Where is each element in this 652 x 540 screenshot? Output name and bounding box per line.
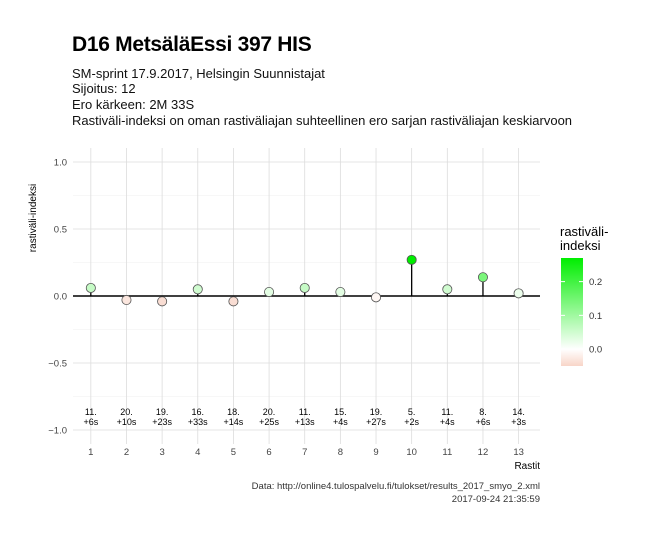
point-label-rank: 11.: [299, 407, 311, 417]
point-label-rank: 19.: [156, 407, 169, 417]
point-label-gap: +6s: [83, 417, 98, 427]
data-point: [406, 254, 417, 265]
legend-title-line-1: rastiväli-: [560, 224, 609, 239]
x-tick-label: 3: [159, 447, 164, 458]
legend-title: rastiväli- indeksi: [560, 225, 608, 253]
legend-title-line-2: indeksi: [560, 238, 601, 253]
point-label-gap: +6s: [476, 417, 491, 427]
point-label-rank: 11.: [85, 407, 97, 417]
y-tick-label: 1.0: [54, 158, 67, 169]
point-label-rank: 11.: [441, 407, 453, 417]
point-label-rank: 20.: [263, 407, 276, 417]
point-label-gap: +3s: [511, 417, 526, 427]
point-label-rank: 14.: [512, 407, 525, 417]
x-axis-label: Rastit: [514, 461, 540, 472]
point-label-gap: +27s: [366, 417, 386, 427]
data-point: [442, 284, 453, 295]
x-tick-label: 1: [88, 447, 93, 458]
data-point: [477, 272, 488, 283]
y-axis-ticks: 1.0 0.5 0.0 −0.5 −1.0: [48, 158, 67, 437]
point-labels: 11.+6s20.+10s19.+23s16.+33s18.+14s20.+25…: [83, 407, 526, 427]
x-axis-ticks: 1 2 3 4 5 6 7 8 9 10 11 12 13: [88, 447, 524, 458]
x-tick-label: 4: [195, 447, 200, 458]
chart-title: D16 MetsäläEssi 397 HIS: [72, 33, 312, 56]
x-tick-label: 12: [478, 447, 489, 458]
x-tick-label: 9: [373, 447, 378, 458]
subtitle-line-placing: Sijoitus: 12: [72, 81, 136, 96]
point-label-gap: +4s: [333, 417, 348, 427]
point-label-rank: 18.: [227, 407, 240, 417]
x-tick-label: 8: [338, 447, 343, 458]
colorbar-legend: 0.2 0.1 0.0: [561, 258, 602, 366]
x-tick-label: 11: [442, 447, 452, 458]
data-point: [371, 292, 382, 303]
data-point: [335, 286, 346, 297]
subtitle-line-gap: Ero kärkeen: 2M 33S: [72, 97, 195, 112]
point-label-gap: +33s: [188, 417, 208, 427]
x-tick-label: 5: [231, 447, 236, 458]
subtitle-line-race: SM-sprint 17.9.2017, Helsingin Suunnista…: [72, 66, 325, 81]
colorbar-tick-label: 0.0: [589, 345, 602, 356]
x-tick-label: 10: [406, 447, 417, 458]
colorbar: [561, 258, 583, 366]
y-tick-label: 0.5: [54, 225, 67, 236]
x-tick-label: 6: [266, 447, 271, 458]
point-label-rank: 15.: [334, 407, 347, 417]
subtitle-line-description: Rastiväli-indeksi on oman rastiväliajan …: [72, 113, 573, 128]
data-point: [85, 282, 96, 293]
data-point: [157, 296, 168, 307]
data-point: [264, 286, 275, 297]
point-label-rank: 16.: [192, 407, 205, 417]
y-axis-label: rastiväli-indeksi: [28, 183, 39, 253]
x-tick-label: 13: [513, 447, 524, 458]
data-point: [192, 284, 203, 295]
point-label-rank: 19.: [370, 407, 383, 417]
data-point: [299, 282, 310, 293]
colorbar-tick-label: 0.2: [589, 277, 602, 288]
data-point: [513, 288, 524, 299]
point-label-gap: +4s: [440, 417, 455, 427]
x-tick-label: 2: [124, 447, 129, 458]
point-label-gap: +2s: [404, 417, 419, 427]
data-source-caption: Data: http://online4.tulospalvelu.fi/tul…: [251, 481, 540, 492]
point-label-rank: 20.: [120, 407, 133, 417]
data-point: [228, 296, 239, 307]
point-label-rank: 8.: [479, 407, 487, 417]
point-label-gap: +13s: [295, 417, 315, 427]
point-label-gap: +10s: [117, 417, 137, 427]
colorbar-tick-label: 0.1: [589, 311, 602, 322]
x-tick-label: 7: [302, 447, 307, 458]
point-label-gap: +23s: [152, 417, 172, 427]
y-tick-label: −1.0: [48, 426, 67, 437]
data-point: [121, 295, 132, 306]
grid: [73, 148, 540, 444]
point-label-gap: +14s: [224, 417, 244, 427]
point-label-gap: +25s: [259, 417, 279, 427]
point-label-rank: 5.: [408, 407, 416, 417]
points: [85, 254, 524, 307]
y-tick-label: −0.5: [48, 359, 67, 370]
y-tick-label: 0.0: [54, 292, 67, 303]
timestamp-caption: 2017-09-24 21:35:59: [451, 494, 540, 505]
